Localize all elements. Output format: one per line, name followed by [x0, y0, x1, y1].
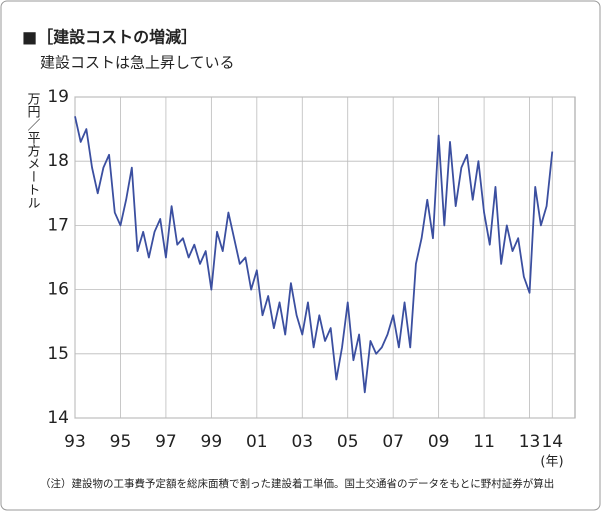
- x-tick-label: 01: [246, 432, 268, 452]
- chart-subtitle: 建設コストは急上昇している: [40, 54, 235, 72]
- x-tick-label: 93: [64, 432, 86, 452]
- x-axis-unit: (年): [540, 455, 563, 470]
- y-tick-label: 17: [47, 215, 69, 235]
- y-axis-label: 万円／平方メートル: [25, 92, 41, 209]
- y-tick-label: 16: [47, 280, 69, 300]
- x-tick-label: 99: [201, 432, 223, 452]
- x-tick-label: 07: [382, 432, 404, 452]
- x-tick-label: 09: [428, 432, 450, 452]
- x-tick-label: 95: [110, 432, 132, 452]
- x-tick-label: 03: [291, 432, 313, 452]
- y-tick-label: 18: [47, 151, 69, 171]
- x-tick-label: 97: [155, 432, 177, 452]
- x-tick-label: 14: [541, 432, 563, 452]
- y-tick-label: 14: [47, 408, 69, 428]
- note: （注）建設物の工事費予定額を総床面積で割った建設着工単価。国土交通省のデータをも…: [40, 477, 554, 490]
- y-tick-label: 15: [47, 344, 69, 364]
- x-tick-label: 13: [519, 432, 541, 452]
- y-tick-label: 19: [47, 87, 69, 107]
- chart-title: ■［建設コストの増減］: [22, 28, 197, 47]
- data-line: [74, 116, 554, 394]
- x-tick-label: 11: [473, 432, 495, 452]
- x-tick-label: 05: [337, 432, 359, 452]
